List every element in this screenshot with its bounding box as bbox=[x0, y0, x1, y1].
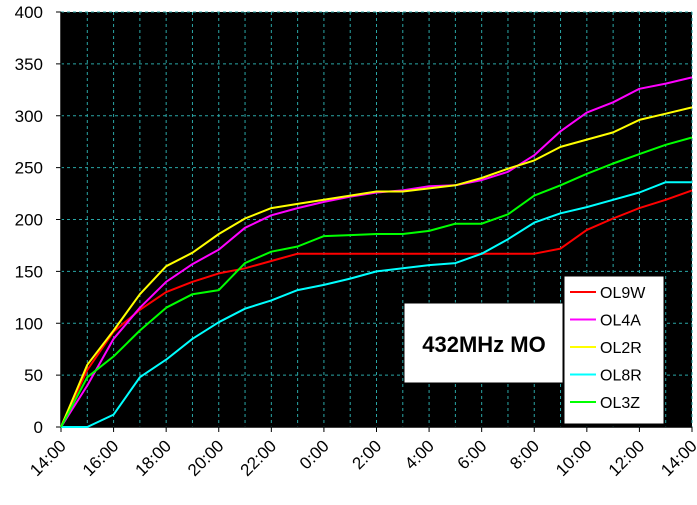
y-tick-label: 250 bbox=[15, 159, 43, 178]
x-tick-label: 12:00 bbox=[605, 436, 649, 480]
y-tick-label: 200 bbox=[15, 211, 43, 230]
legend-label-ol8r: OL8R bbox=[600, 368, 642, 385]
x-tick-label: 4:00 bbox=[401, 436, 438, 473]
x-tick-label: 0:00 bbox=[296, 436, 333, 473]
series-line-ol8r bbox=[61, 181, 692, 428]
legend-label-ol4a: OL4A bbox=[600, 313, 641, 330]
y-tick-labels: 0 50 100 150 200 250 300 350 400 bbox=[15, 3, 61, 437]
legend-label-ol3z: OL3Z bbox=[600, 395, 640, 412]
annotation-text: 432MHz MO bbox=[422, 332, 545, 357]
legend-box bbox=[563, 275, 665, 425]
x-tick-labels: 14:00 16:00 18:00 20:00 22:00 0:00 2:00 4:00 6:0… bbox=[26, 427, 697, 480]
x-tick-label: 20:00 bbox=[184, 436, 228, 480]
x-tick-label: 10:00 bbox=[552, 436, 596, 480]
y-tick-label: 100 bbox=[15, 314, 43, 333]
x-tick-label: 16:00 bbox=[79, 436, 123, 480]
y-tick-label: 300 bbox=[15, 107, 43, 126]
y-tick-label: 0 bbox=[34, 418, 43, 437]
x-tick-label: 2:00 bbox=[348, 436, 385, 473]
legend-label-ol9w: OL9W bbox=[600, 285, 646, 302]
x-tick-label: 14:00 bbox=[657, 436, 697, 480]
annotation-box: 432MHz MO bbox=[403, 302, 564, 384]
series-line-ol9w bbox=[60, 189, 693, 428]
legend: OL9W OL4A OL2R OL8R OL3Z bbox=[563, 275, 665, 425]
y-tick-label: 350 bbox=[15, 55, 43, 74]
x-tick-label: 14:00 bbox=[26, 436, 70, 480]
series-lines bbox=[60, 76, 693, 428]
x-tick-label: 6:00 bbox=[454, 436, 491, 473]
series-line-ol3z bbox=[60, 136, 693, 428]
y-tick-label: 50 bbox=[24, 366, 43, 385]
y-tick-label: 150 bbox=[15, 262, 43, 281]
series-line-ol2r bbox=[60, 106, 693, 428]
x-tick-label: 8:00 bbox=[506, 436, 543, 473]
y-tick-label: 400 bbox=[15, 3, 43, 22]
x-tick-label: 18:00 bbox=[131, 436, 175, 480]
legend-label-ol2r: OL2R bbox=[600, 340, 642, 357]
x-tick-label: 22:00 bbox=[237, 436, 281, 480]
